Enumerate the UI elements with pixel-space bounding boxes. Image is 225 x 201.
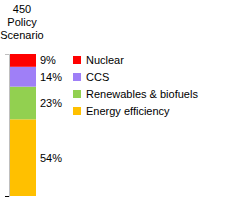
legend-swatch (73, 56, 81, 64)
chart-svg: 450PolicyScenario 54% 23% 14% 9% Nuclear CCS Re… (0, 0, 225, 201)
bar-segment (10, 67, 36, 87)
legend-label: Energy efficiency (86, 105, 170, 117)
legend-swatch (73, 73, 81, 81)
data-label: 23% (40, 97, 62, 109)
legend-swatch (73, 90, 81, 98)
legend-label: Renewables & biofuels (86, 88, 198, 100)
title-line: Scenario (0, 29, 43, 41)
data-label: 9% (40, 54, 56, 66)
title-line: 450 (13, 3, 31, 15)
title-line: Policy (7, 16, 37, 28)
y-axis (5, 55, 10, 197)
bar-segment (10, 119, 36, 196)
chart-container: 450PolicyScenario 54% 23% 14% 9% Nuclear CCS Re… (0, 0, 225, 201)
data-label: 54% (40, 152, 62, 164)
legend-label: Nuclear (86, 54, 124, 66)
data-label: 14% (40, 71, 62, 83)
title: 450PolicyScenario (0, 3, 43, 41)
legend-swatch (73, 107, 81, 115)
y-tick-mark (5, 196, 9, 197)
bars (10, 54, 36, 196)
bar-segment (10, 54, 36, 67)
legend-label: CCS (86, 71, 109, 83)
bar-segment (10, 87, 36, 120)
y-axis-line (5, 55, 10, 197)
y-tick (5, 196, 9, 197)
legend: Nuclear CCS Renewables & biofuels Energy ef… (73, 54, 198, 117)
data-labels: 54% 23% 14% 9% (40, 54, 62, 163)
